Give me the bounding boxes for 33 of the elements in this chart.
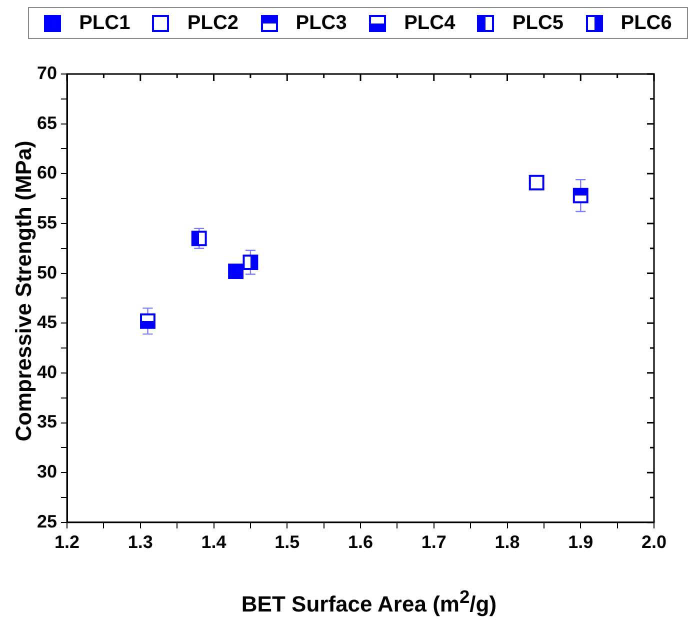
legend-label: PLC2 xyxy=(187,12,239,34)
point xyxy=(140,313,156,329)
x-axis-title: BET Surface Area (m$^{2}$/g) xyxy=(240,586,498,618)
point xyxy=(228,264,244,280)
y-tick-label: 50 xyxy=(36,262,58,282)
y-tick-label: 65 xyxy=(36,112,58,133)
y-tick-label: 60 xyxy=(36,162,58,183)
legend-label: PLC4 xyxy=(404,12,456,34)
y-axis-title: Compressive Strength (MPa) xyxy=(11,140,37,442)
x-tick-label: 2.0 xyxy=(641,532,667,552)
legend-label: PLC6 xyxy=(620,12,672,34)
legend-label: PLC5 xyxy=(512,12,564,34)
legend-label: PLC3 xyxy=(296,12,347,34)
point xyxy=(191,230,207,246)
y-tick-label: 30 xyxy=(36,462,58,482)
y-tick-label: 55 xyxy=(36,212,58,232)
x-tick-label: 1.9 xyxy=(568,532,594,552)
x-tick-label: 1.2 xyxy=(54,532,80,552)
x-tick-label: 1.7 xyxy=(421,532,446,552)
x-tick-label: 1.5 xyxy=(274,532,300,552)
y-tick-label: 45 xyxy=(36,312,58,332)
y-tick-label: 35 xyxy=(36,412,58,432)
y-tick-label: 25 xyxy=(36,511,58,532)
y-tick-label: 40 xyxy=(36,362,58,382)
x-tick-label: 1.6 xyxy=(348,532,374,552)
y-tick-label: 70 xyxy=(36,62,58,83)
x-tick-label: 1.3 xyxy=(128,532,153,552)
x-tick-label: 1.8 xyxy=(494,532,520,552)
point xyxy=(572,188,588,204)
x-tick-label: 1.4 xyxy=(201,532,226,552)
point xyxy=(242,254,258,270)
legend-label: PLC1 xyxy=(79,12,130,34)
point xyxy=(528,174,544,190)
